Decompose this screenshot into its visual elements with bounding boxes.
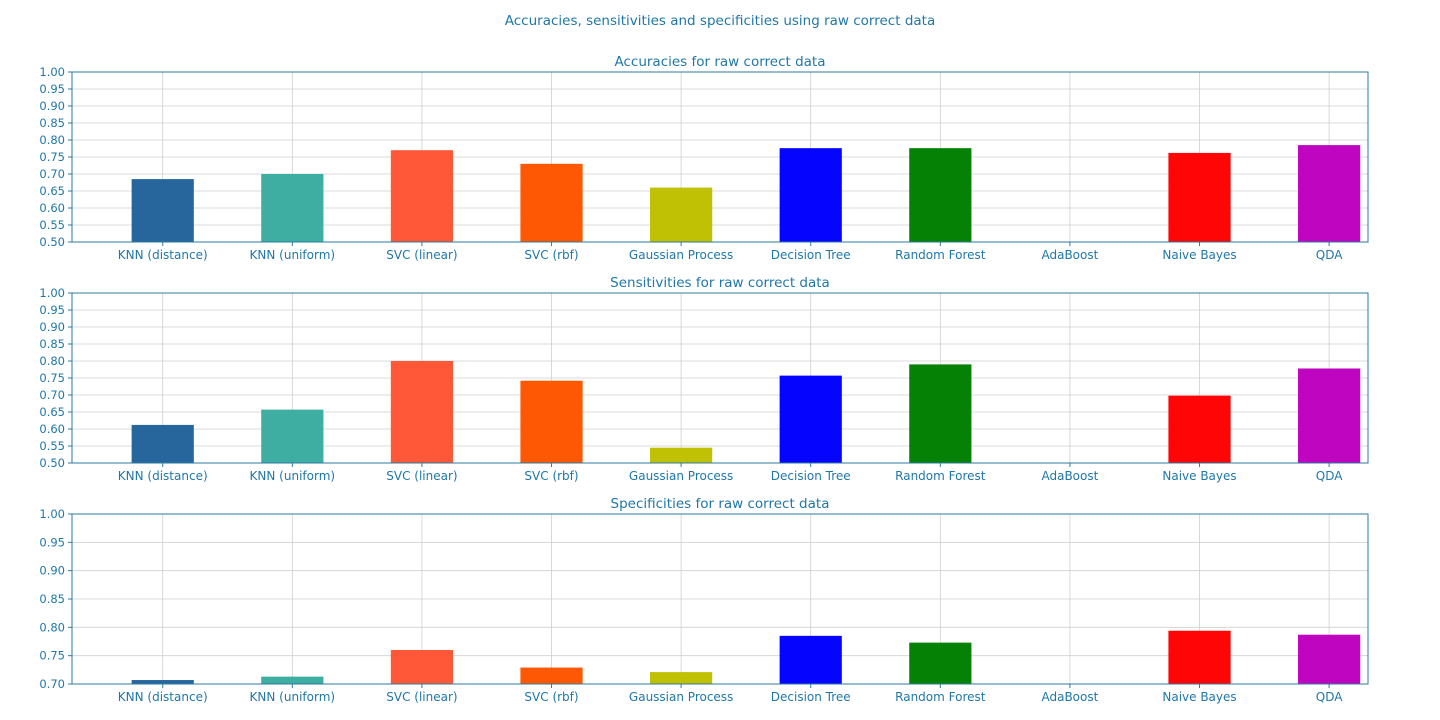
specificity-bar-random-forest [909,642,972,684]
specificity-x-tick-label: Naive Bayes [1162,690,1236,704]
sensitivity-x-tick-label: KNN (distance) [118,469,208,483]
specificity-bar-decision-tree [779,635,842,684]
specificity-y-tick-label: 0.85 [39,592,65,606]
sensitivity-bar-knn-uniform [261,409,324,463]
specificity-bar-knn-uniform [261,676,324,684]
accuracy-y-tick-label: 0.55 [39,218,65,232]
sensitivity-bar-knn-distance [131,424,194,463]
accuracy-x-tick-label: Decision Tree [771,248,851,262]
accuracy-y-tick-label: 0.70 [39,167,65,181]
accuracy-y-tick-label: 1.00 [39,65,65,79]
specificity-x-tick-label: AdaBoost [1041,690,1098,704]
sensitivity-x-tick-label: Random Forest [895,469,986,483]
accuracy-plot-frame [71,71,1369,243]
accuracy-y-tick-label: 0.50 [39,235,65,249]
specificity-x-tick-label: Random Forest [895,690,986,704]
accuracy-y-tick-label: 0.95 [39,82,65,96]
accuracy-x-tick-label: KNN (uniform) [250,248,336,262]
sensitivity-bar-svc-linear [390,361,454,463]
sensitivity-x-tick-label: QDA [1316,469,1343,483]
sensitivity-x-tick-label: AdaBoost [1041,469,1098,483]
specificity-bar-svc-linear [390,650,454,684]
specificity-chart-title: Specificities for raw correct data [611,496,830,512]
accuracy-y-tick-label: 0.65 [39,184,65,198]
sensitivity-y-tick-label: 0.50 [39,456,65,470]
specificity-x-tick-label: QDA [1316,690,1343,704]
specificity-x-tick-label: SVC (linear) [386,690,457,704]
accuracy-x-tick-label: Random Forest [895,248,986,262]
sensitivity-y-tick-label: 0.70 [39,388,65,402]
sensitivity-plot-frame [71,292,1369,464]
sensitivity-bar-svc-rbf [520,380,583,463]
sensitivity-x-tick-label: Gaussian Process [629,469,733,483]
sensitivity-y-tick-label: 0.65 [39,405,65,419]
sensitivity-x-tick-label: Naive Bayes [1162,469,1236,483]
sensitivity-bar-naive-bayes [1168,395,1231,463]
accuracy-x-tick-label: Gaussian Process [629,248,733,262]
specificity-y-tick-label: 0.70 [39,677,65,691]
sensitivity-y-tick-label: 0.80 [39,354,65,368]
accuracy-x-tick-label: SVC (linear) [386,248,457,262]
accuracy-y-tick-label: 0.85 [39,116,65,130]
sensitivity-bar-qda [1298,368,1361,463]
accuracy-bar-qda [1298,145,1361,242]
accuracy-bar-knn-uniform [261,174,324,242]
accuracy-y-tick-label: 0.75 [39,150,65,164]
sensitivity-bar-random-forest [909,364,972,463]
sensitivity-x-tick-label: KNN (uniform) [250,469,336,483]
sensitivity-y-tick-label: 0.60 [39,422,65,436]
specificity-chart: Specificities for raw correct data 0.70 0… [39,496,1369,704]
accuracy-y-tick-label: 0.80 [39,133,65,147]
accuracy-chart: Accuracies for raw correct data 0.50 0.55… [39,54,1369,262]
sensitivity-y-tick-label: 0.95 [39,303,65,317]
specificity-y-tick-label: 0.90 [39,564,65,578]
accuracy-bar-gaussian-process [650,187,713,242]
accuracy-bar-naive-bayes [1168,152,1231,242]
sensitivity-x-tick-label: Decision Tree [771,469,851,483]
sensitivity-y-tick-label: 0.85 [39,337,65,351]
accuracy-x-tick-label: AdaBoost [1041,248,1098,262]
sensitivity-x-tick-label: SVC (rbf) [524,469,578,483]
accuracy-chart-title: Accuracies for raw correct data [614,54,825,70]
sensitivity-bar-gaussian-process [650,447,713,463]
sensitivity-bar-decision-tree [779,375,842,463]
sensitivity-chart: Sensitivities for raw correct data 0.50 0… [39,275,1369,483]
specificity-x-tick-label: KNN (uniform) [250,690,336,704]
sensitivity-x-tick-label: SVC (linear) [386,469,457,483]
accuracy-bar-svc-rbf [520,163,583,242]
specificity-x-tick-label: Gaussian Process [629,690,733,704]
accuracy-bar-decision-tree [779,148,842,242]
sensitivity-y-tick-label: 0.75 [39,371,65,385]
specificity-bar-gaussian-process [650,672,713,684]
specificity-x-tick-label: SVC (rbf) [524,690,578,704]
accuracy-x-tick-label: SVC (rbf) [524,248,578,262]
accuracy-bar-svc-linear [390,150,454,242]
accuracy-bar-random-forest [909,148,972,242]
figure-title: Accuracies, sensitivities and specificit… [505,13,935,29]
sensitivity-y-tick-label: 0.90 [39,320,65,334]
accuracy-bar-knn-distance [131,179,194,242]
accuracy-x-tick-label: QDA [1316,248,1343,262]
specificity-bar-qda [1298,634,1361,684]
specificity-bar-naive-bayes [1168,630,1231,684]
specificity-plot-frame [71,513,1369,685]
accuracy-y-tick-label: 0.90 [39,99,65,113]
accuracy-x-tick-label: KNN (distance) [118,248,208,262]
specificity-bar-knn-distance [131,680,194,684]
specificity-y-tick-label: 0.80 [39,620,65,634]
specificity-bar-svc-rbf [520,667,583,684]
specificity-y-tick-label: 0.75 [39,649,65,663]
specificity-y-tick-label: 1.00 [39,507,65,521]
sensitivity-chart-title: Sensitivities for raw correct data [610,275,830,291]
specificity-x-tick-label: Decision Tree [771,690,851,704]
sensitivity-y-tick-label: 0.55 [39,439,65,453]
specificity-x-tick-label: KNN (distance) [118,690,208,704]
specificity-y-tick-label: 0.95 [39,535,65,549]
sensitivity-y-tick-label: 1.00 [39,286,65,300]
accuracy-x-tick-label: Naive Bayes [1162,248,1236,262]
accuracy-y-tick-label: 0.60 [39,201,65,215]
